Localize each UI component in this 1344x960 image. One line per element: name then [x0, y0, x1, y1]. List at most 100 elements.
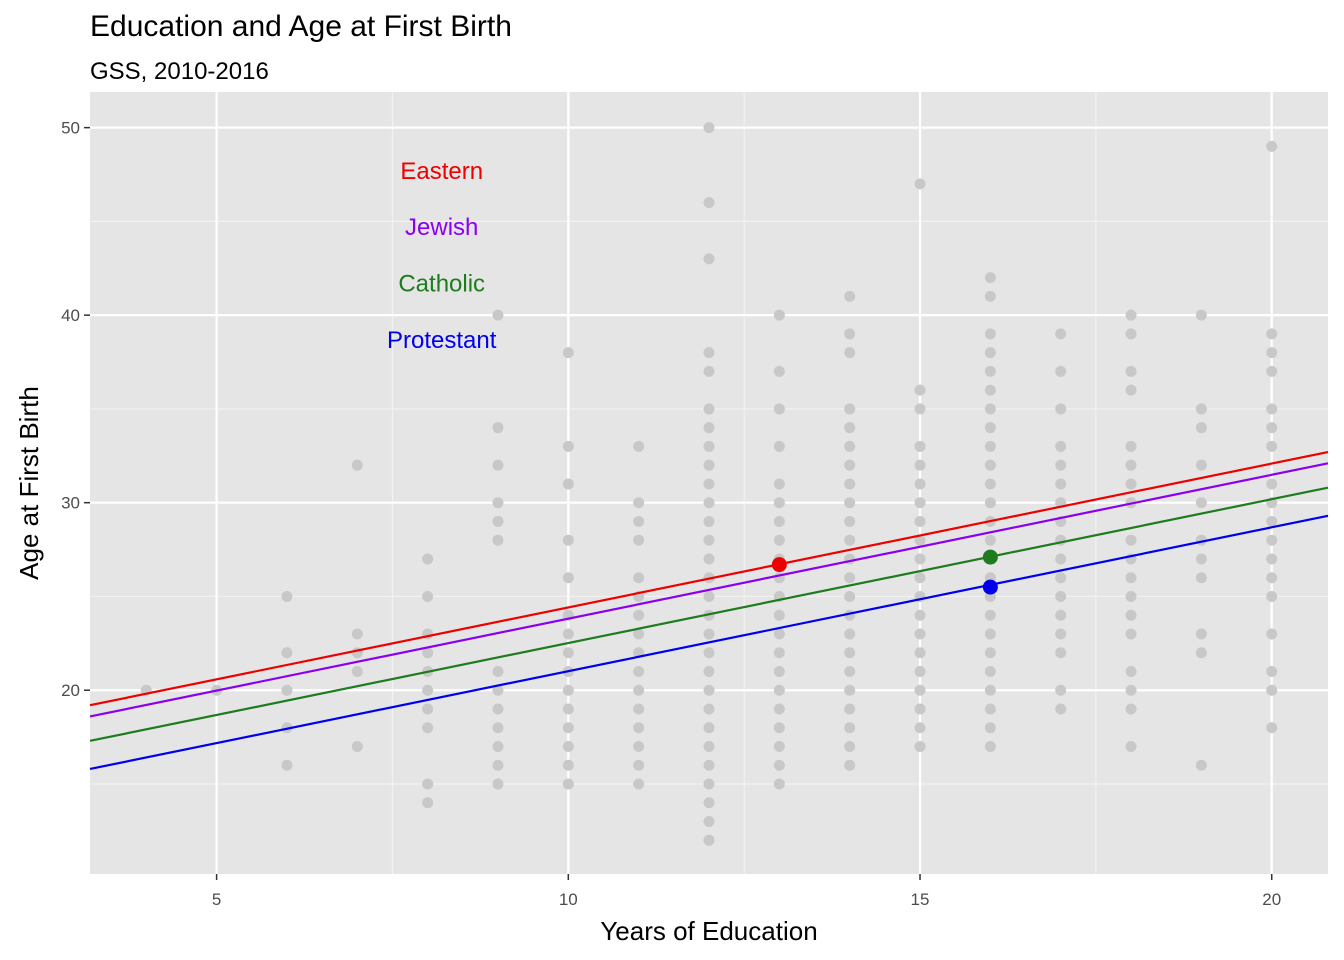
annotations: Eastern Jewish Catholic Protestant: [387, 158, 497, 354]
data-point: [984, 628, 996, 640]
data-point: [844, 759, 856, 771]
data-point: [1266, 590, 1278, 602]
data-point: [1266, 440, 1278, 452]
data-point: [492, 515, 504, 527]
data-point: [914, 740, 926, 752]
data-point: [1055, 478, 1067, 490]
data-point: [984, 440, 996, 452]
data-point: [1125, 703, 1137, 715]
data-point: [703, 422, 715, 434]
data-point: [914, 403, 926, 415]
y-tick-label: 30: [61, 494, 80, 513]
data-point: [351, 740, 363, 752]
data-point: [844, 703, 856, 715]
data-point: [703, 365, 715, 377]
data-point: [633, 703, 645, 715]
data-point: [562, 572, 574, 584]
data-point: [1055, 590, 1067, 602]
data-point: [703, 834, 715, 846]
highlight-point-eastern: [771, 557, 787, 573]
data-point: [633, 572, 645, 584]
data-point: [281, 759, 293, 771]
data-point: [633, 722, 645, 734]
data-point: [351, 459, 363, 471]
data-point: [984, 665, 996, 677]
data-point: [1195, 647, 1207, 659]
y-tick-label: 20: [61, 681, 80, 700]
data-point: [633, 778, 645, 790]
data-point: [562, 740, 574, 752]
data-point: [1125, 459, 1137, 471]
data-point: [844, 422, 856, 434]
data-point: [914, 722, 926, 734]
data-point: [422, 703, 434, 715]
data-point: [633, 609, 645, 621]
data-point: [703, 553, 715, 565]
data-point: [1266, 572, 1278, 584]
data-point: [773, 609, 785, 621]
data-point: [1195, 553, 1207, 565]
data-point: [773, 309, 785, 321]
data-point: [914, 703, 926, 715]
data-point: [703, 722, 715, 734]
data-point: [422, 797, 434, 809]
chart-subtitle: GSS, 2010-2016: [90, 58, 269, 85]
data-point: [914, 647, 926, 659]
data-point: [844, 572, 856, 584]
data-point: [562, 534, 574, 546]
annotation-catholic: Catholic: [398, 270, 485, 297]
data-point: [773, 497, 785, 509]
data-point: [914, 534, 926, 546]
x-tick-label: 10: [559, 890, 578, 909]
data-point: [562, 478, 574, 490]
data-point: [492, 534, 504, 546]
data-point: [1125, 534, 1137, 546]
data-point: [562, 647, 574, 659]
data-point: [422, 553, 434, 565]
x-tick-label: 5: [212, 890, 221, 909]
data-point: [351, 665, 363, 677]
data-point: [1055, 365, 1067, 377]
data-point: [984, 459, 996, 471]
data-point: [492, 422, 504, 434]
data-point: [492, 459, 504, 471]
x-axis-title: Years of Education: [600, 916, 817, 946]
data-point: [703, 515, 715, 527]
data-point: [492, 722, 504, 734]
data-point: [562, 703, 574, 715]
data-point: [984, 365, 996, 377]
y-axis-title: Age at First Birth: [14, 386, 44, 580]
data-point: [844, 347, 856, 359]
data-point: [633, 684, 645, 696]
data-point: [914, 459, 926, 471]
y-tick-label: 50: [61, 119, 80, 138]
data-point: [633, 534, 645, 546]
data-point: [633, 665, 645, 677]
data-point: [773, 703, 785, 715]
data-point: [773, 440, 785, 452]
data-point: [1195, 422, 1207, 434]
highlight-point-catholic: [982, 549, 998, 565]
data-point: [1125, 684, 1137, 696]
data-point: [1195, 628, 1207, 640]
data-point: [844, 628, 856, 640]
data-point: [984, 272, 996, 284]
data-point: [1125, 309, 1137, 321]
data-point: [984, 403, 996, 415]
fit-lines: [89, 450, 1329, 771]
data-point: [984, 740, 996, 752]
data-point: [1266, 628, 1278, 640]
data-point: [703, 628, 715, 640]
data-point: [633, 740, 645, 752]
data-point: [984, 384, 996, 396]
data-point: [1055, 459, 1067, 471]
data-point: [1195, 572, 1207, 584]
data-point: [1055, 703, 1067, 715]
data-point: [633, 440, 645, 452]
y-tick-label: 40: [61, 306, 80, 325]
data-point: [703, 122, 715, 134]
data-point: [773, 478, 785, 490]
data-point: [984, 290, 996, 302]
chart-title: Education and Age at First Birth: [90, 10, 512, 43]
data-point: [914, 628, 926, 640]
